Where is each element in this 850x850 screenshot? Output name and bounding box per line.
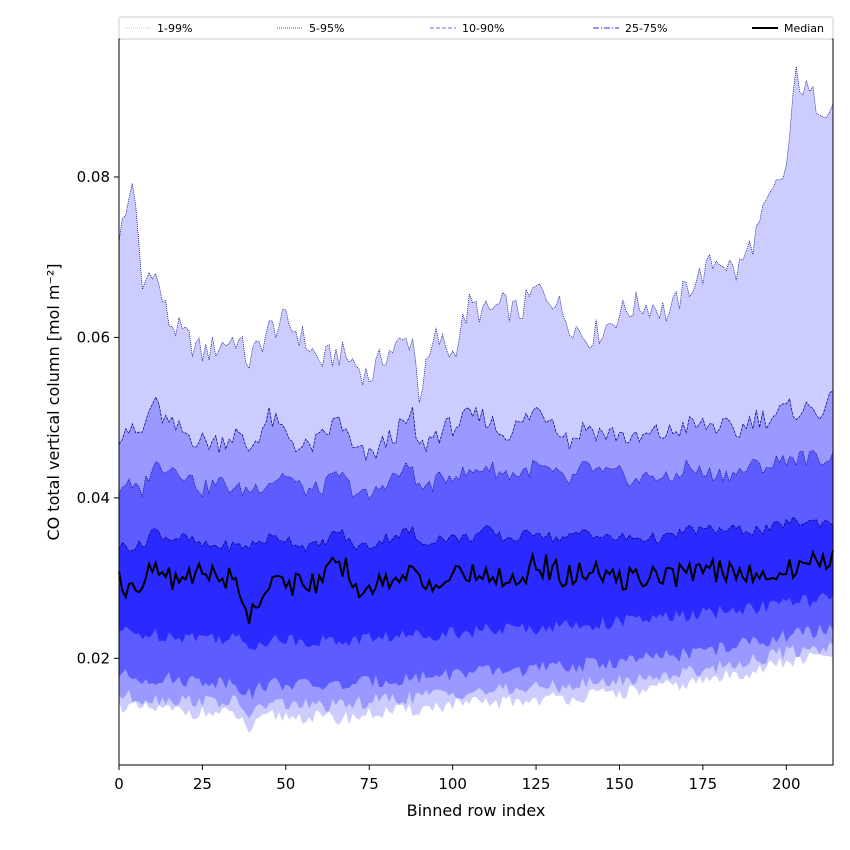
legend-box: [118, 16, 834, 40]
band-edge-5-95%: [118, 390, 834, 461]
y-tick-label: 0.02: [77, 649, 110, 667]
median-series: [118, 549, 834, 624]
x-tick-label: 50: [276, 775, 295, 793]
x-axis-title: Binned row index: [407, 801, 546, 820]
x-tick-label: 100: [438, 775, 467, 793]
band-25-75%: [119, 517, 833, 650]
x-tick-label: 150: [605, 775, 634, 793]
legend-label: 25-75%: [625, 22, 667, 35]
legend-label: 1-99%: [157, 22, 192, 35]
median-line: [118, 549, 834, 624]
band-edge-25-75%: [118, 516, 834, 553]
legend: 1-99% 5-95% 10-90% 25-75% Median: [118, 16, 834, 40]
x-tick-label: 125: [522, 775, 551, 793]
y-tick-label: 0.08: [77, 168, 110, 186]
percentile-bands: [118, 66, 834, 734]
y-axis: 0.02 0.04 0.06 0.08: [77, 168, 119, 667]
band-edge-10-90%: [118, 449, 834, 501]
y-tick-label: 0.06: [77, 328, 110, 346]
legend-label: 5-95%: [309, 22, 344, 35]
x-tick-label: 175: [689, 775, 718, 793]
y-axis-title: CO total vertical column [mol m⁻²]: [44, 263, 63, 540]
x-tick-label: 200: [772, 775, 801, 793]
y-tick-label: 0.04: [77, 489, 110, 507]
legend-label: Median: [784, 22, 824, 35]
band-edge-1-99%: [118, 66, 834, 403]
legend-label: 10-90%: [462, 22, 504, 35]
x-tick-label: 0: [114, 775, 124, 793]
x-tick-label: 25: [193, 775, 212, 793]
x-axis: 0 25 50 75 100 125 150 175 200: [114, 765, 801, 793]
x-tick-label: 75: [360, 775, 379, 793]
